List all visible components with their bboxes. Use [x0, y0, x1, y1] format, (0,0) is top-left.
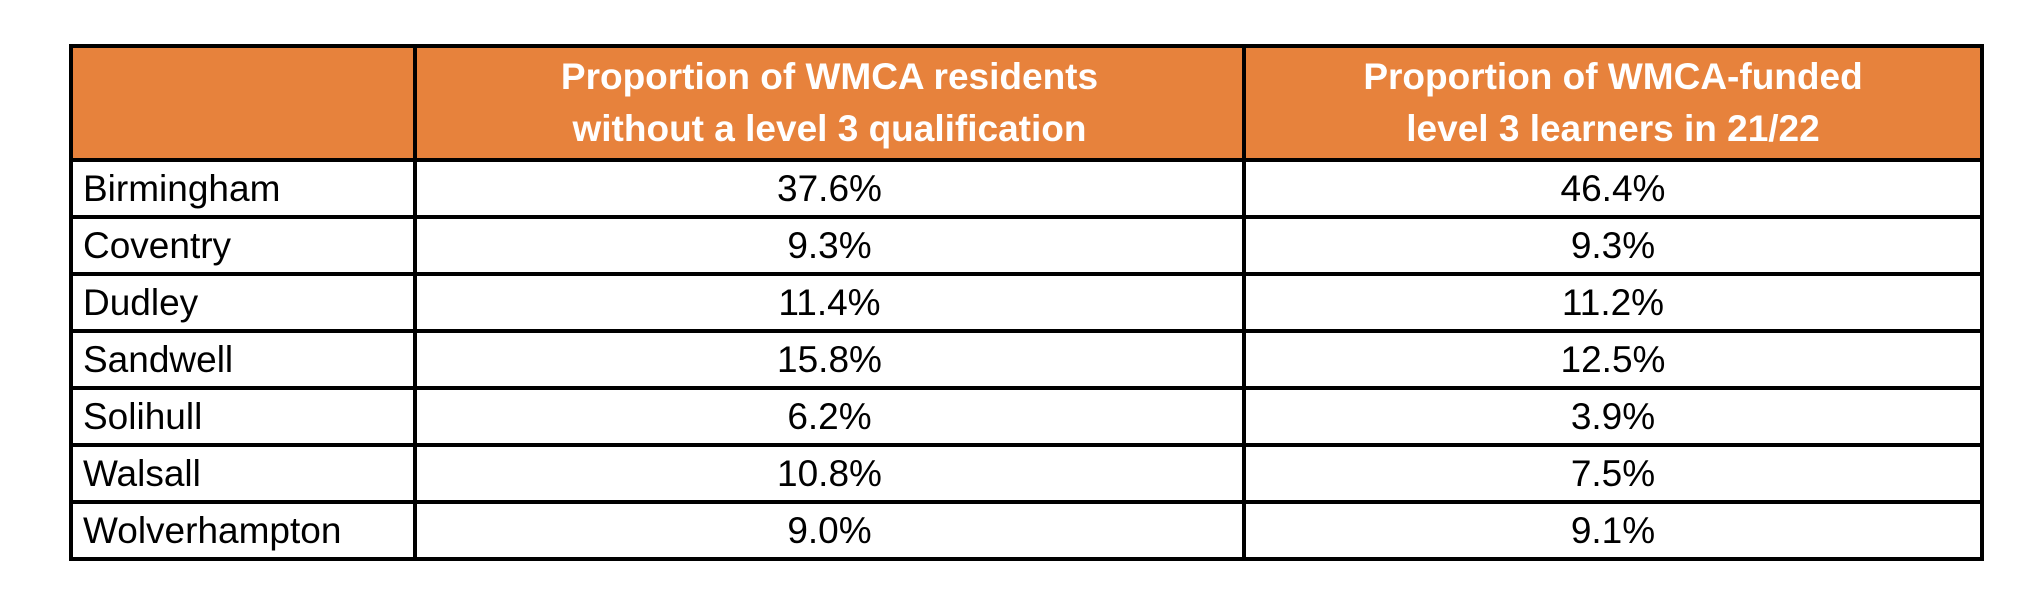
header-cell-funded-learners: Proportion of WMCA-funded level 3 learne… [1242, 44, 1984, 162]
residents-without-l3-value: 11.4% [413, 272, 1246, 333]
header-cell-corner [69, 44, 417, 162]
residents-without-l3-value: 10.8% [413, 443, 1246, 504]
funded-learners-value: 12.5% [1242, 329, 1984, 390]
header-cell-residents-without-l3: Proportion of WMCA residents without a l… [413, 44, 1246, 162]
header-line: Proportion of WMCA-funded [1363, 56, 1863, 97]
table-row-sandwell: Sandwell 15.8% 12.5% [69, 329, 1984, 390]
area-name: Sandwell [69, 329, 417, 390]
area-name: Dudley [69, 272, 417, 333]
residents-without-l3-value: 15.8% [413, 329, 1246, 390]
residents-without-l3-value: 9.3% [413, 215, 1246, 276]
area-name: Birmingham [69, 158, 417, 219]
table-row-dudley: Dudley 11.4% 11.2% [69, 272, 1984, 333]
area-name: Wolverhampton [69, 500, 417, 561]
funded-learners-value: 9.3% [1242, 215, 1984, 276]
residents-without-l3-value: 6.2% [413, 386, 1246, 447]
table-row-coventry: Coventry 9.3% 9.3% [69, 215, 1984, 276]
funded-learners-value: 46.4% [1242, 158, 1984, 219]
funded-learners-value: 11.2% [1242, 272, 1984, 333]
residents-without-l3-value: 9.0% [413, 500, 1246, 561]
header-line: without a level 3 qualification [572, 108, 1087, 149]
table-row-solihull: Solihull 6.2% 3.9% [69, 386, 1984, 447]
wmca-level3-table: Proportion of WMCA residents without a l… [69, 44, 1984, 561]
funded-learners-value: 3.9% [1242, 386, 1984, 447]
header-row: Proportion of WMCA residents without a l… [69, 44, 1984, 162]
header-line: Proportion of WMCA residents [560, 56, 1099, 97]
funded-learners-value: 7.5% [1242, 443, 1984, 504]
table-row-wolverhampton: Wolverhampton 9.0% 9.1% [69, 500, 1984, 561]
header-line: level 3 learners in 21/22 [1406, 108, 1820, 149]
area-name: Walsall [69, 443, 417, 504]
residents-without-l3-value: 37.6% [413, 158, 1246, 219]
table-row-birmingham: Birmingham 37.6% 46.4% [69, 158, 1984, 219]
funded-learners-value: 9.1% [1242, 500, 1984, 561]
area-name: Coventry [69, 215, 417, 276]
table-row-walsall: Walsall 10.8% 7.5% [69, 443, 1984, 504]
area-name: Solihull [69, 386, 417, 447]
